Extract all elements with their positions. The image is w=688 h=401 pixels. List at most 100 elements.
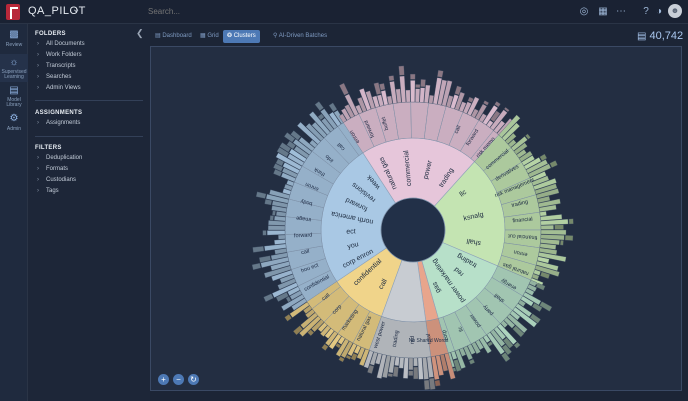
cluster-leaf[interactable] — [363, 350, 374, 369]
cluster-leaf[interactable] — [538, 204, 557, 212]
cluster-leaf[interactable] — [454, 349, 466, 369]
cluster-leaf[interactable] — [539, 153, 548, 162]
avatar[interactable]: ☻ — [668, 4, 682, 18]
cluster-leaf[interactable] — [271, 200, 288, 208]
cluster-leaf[interactable] — [509, 310, 521, 321]
cluster-leaf[interactable] — [321, 343, 329, 351]
cluster-leaf[interactable] — [389, 81, 398, 104]
sidebar-item-all-documents[interactable]: › All Documents — [37, 41, 85, 47]
cluster-leaf[interactable] — [504, 132, 517, 145]
cluster-leaf[interactable] — [373, 82, 382, 95]
cluster-leaf[interactable] — [325, 330, 338, 347]
cluster-leaf[interactable] — [423, 84, 431, 104]
cluster-leaf[interactable] — [300, 312, 319, 329]
cluster-leaf[interactable] — [375, 352, 383, 365]
cluster-leaf[interactable] — [394, 356, 400, 367]
cluster-wheel-canvas[interactable]: call confidential corp enron you ect north am… — [150, 46, 682, 391]
cluster-leaf[interactable] — [379, 83, 386, 91]
subcluster-label[interactable]: forward — [294, 232, 313, 239]
cluster-leaf[interactable] — [372, 95, 380, 108]
cluster-leaf[interactable] — [288, 148, 307, 163]
cluster-leaf[interactable] — [517, 299, 526, 307]
cluster-leaf[interactable] — [453, 359, 462, 372]
cluster-leaf[interactable] — [285, 296, 292, 303]
cluster-leaf[interactable] — [502, 337, 514, 349]
cluster-leaf[interactable] — [428, 94, 434, 104]
cluster-leaf[interactable] — [324, 328, 335, 339]
subcluster-label[interactable]: body — [300, 198, 313, 207]
cluster-leaf[interactable] — [355, 104, 363, 115]
cluster-leaf[interactable] — [528, 279, 538, 287]
cluster-leaf[interactable] — [538, 198, 561, 208]
cluster-leaf[interactable] — [395, 88, 402, 104]
cluster-leaf[interactable] — [540, 234, 565, 241]
cluster-leaf[interactable] — [527, 283, 538, 292]
cluster-leaf[interactable] — [365, 90, 376, 110]
target-icon[interactable]: ◎ — [579, 6, 589, 17]
cluster-leaf[interactable] — [279, 274, 295, 284]
cluster-leaf[interactable] — [537, 256, 550, 264]
cluster-leaf[interactable] — [305, 123, 324, 142]
cluster-leaf[interactable] — [437, 70, 444, 78]
subcluster-label[interactable]: llc — [457, 325, 465, 333]
cluster-leaf[interactable] — [399, 75, 407, 103]
cluster-leaf[interactable] — [537, 195, 551, 204]
cluster-leaf[interactable] — [262, 230, 267, 236]
cluster-leaf[interactable] — [490, 329, 506, 347]
cluster-leaf[interactable] — [347, 343, 358, 357]
cluster-leaf[interactable] — [527, 163, 552, 178]
cluster-leaf[interactable] — [434, 379, 441, 387]
cluster-leaf[interactable] — [470, 108, 479, 119]
cluster-leaf[interactable] — [535, 282, 546, 291]
subcluster-label[interactable]: call — [321, 293, 331, 303]
subcluster-label[interactable]: trading — [392, 330, 401, 348]
cluster-leaf[interactable] — [291, 298, 308, 311]
cluster-leaf[interactable] — [311, 121, 328, 139]
cluster-leaf[interactable] — [474, 103, 487, 121]
tab-clusters[interactable]: ❂ Clusters — [223, 30, 260, 43]
cluster-leaf[interactable] — [398, 65, 405, 76]
cluster-leaf[interactable] — [493, 120, 506, 134]
collapse-sidebar-icon[interactable]: ❮ — [136, 28, 144, 38]
cluster-label[interactable]: gas — [431, 280, 442, 294]
save-icon[interactable]: ▦ — [598, 6, 608, 17]
cluster-leaf[interactable] — [382, 355, 391, 379]
cluster-leaf[interactable] — [270, 252, 288, 261]
cluster-label[interactable]: ect — [346, 228, 356, 235]
cluster-leaf[interactable] — [317, 322, 328, 333]
cluster-leaf[interactable] — [540, 224, 554, 230]
outer-label[interactable]: No Shared Words — [409, 338, 449, 344]
cluster-leaf[interactable] — [314, 101, 324, 112]
cluster-leaf[interactable] — [282, 162, 300, 175]
cluster-leaf[interactable] — [428, 377, 436, 390]
search-input[interactable] — [148, 3, 568, 20]
cluster-leaf[interactable] — [267, 230, 286, 236]
cluster-leaf[interactable] — [281, 167, 298, 179]
tab-dashboard[interactable]: ▤ Dashboard — [151, 30, 196, 43]
cluster-leaf[interactable] — [423, 379, 430, 390]
cluster-leaf[interactable] — [280, 172, 297, 183]
cluster-leaf[interactable] — [420, 79, 426, 88]
tab-grid[interactable]: ▦ Grid — [196, 30, 223, 43]
cluster-leaf[interactable] — [287, 286, 301, 296]
sidebar-item-deduplication[interactable]: › Deduplication — [37, 155, 82, 161]
cluster-leaf[interactable] — [513, 142, 528, 155]
cluster-leaf[interactable] — [516, 149, 527, 159]
cluster-leaf[interactable] — [275, 292, 289, 302]
cluster-leaf[interactable] — [271, 205, 288, 213]
cluster-leaf[interactable] — [345, 354, 352, 360]
cluster-leaf[interactable] — [268, 220, 286, 226]
sidebar-item-assignments[interactable]: › Assignments — [37, 120, 80, 126]
cluster-leaf[interactable] — [486, 119, 494, 128]
app-logo-icon[interactable] — [6, 4, 20, 20]
cluster-leaf[interactable] — [338, 356, 345, 363]
cluster-leaf[interactable] — [271, 269, 293, 282]
sidebar-item-tags[interactable]: › Tags — [37, 188, 59, 194]
cluster-leaf[interactable] — [269, 215, 274, 221]
cluster-leaf[interactable] — [335, 342, 342, 349]
cluster-leaf[interactable] — [283, 183, 293, 191]
cluster-leaf[interactable] — [482, 105, 499, 126]
rail-review[interactable]: ▩ Review — [0, 26, 28, 54]
cluster-leaf[interactable] — [275, 152, 303, 171]
cluster-label[interactable]: shall — [466, 237, 482, 247]
